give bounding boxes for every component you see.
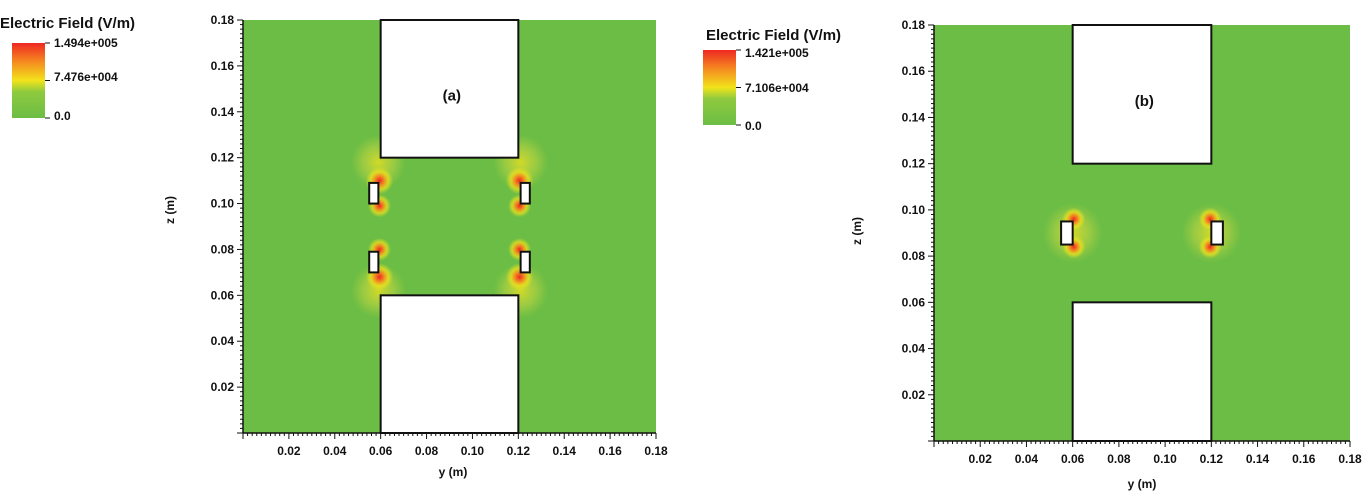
y-tick-label: 0.12 — [211, 151, 235, 165]
electrode-block — [1071, 24, 1213, 165]
x-tick-label: 0.18 — [1338, 452, 1362, 466]
colorbar-min-label-a: 0.0 — [54, 109, 71, 123]
x-tick-label: 0.08 — [415, 444, 439, 458]
x-tick-label: 0.06 — [1061, 452, 1085, 466]
y-tick-label: 0.06 — [902, 295, 926, 309]
y-tick-label: 0.18 — [902, 18, 926, 32]
y-tick-label: 0.16 — [902, 64, 926, 78]
x-axis-label-a: y (m) — [439, 465, 468, 479]
x-axis-label-b: y (m) — [1128, 477, 1157, 491]
y-tick-label: 0.08 — [211, 242, 235, 256]
y-tick-label: 0.04 — [902, 342, 926, 356]
heatmap-panel-a: Electric Field (V/m) 1.494e+005 7.476e+0… — [0, 13, 668, 479]
x-tick-label: 0.14 — [1246, 452, 1270, 466]
panel-label-a: (a) — [443, 87, 461, 104]
x-tick-label: 0.10 — [461, 444, 485, 458]
plot-area-a — [243, 19, 656, 435]
x-tick-label: 0.18 — [644, 444, 668, 458]
x-tick-label: 0.04 — [323, 444, 347, 458]
panel-label-b: (b) — [1135, 93, 1154, 110]
plot-area-b — [934, 24, 1350, 443]
x-tick-label: 0.12 — [1200, 452, 1224, 466]
colorbar-min-label-b: 0.0 — [745, 119, 762, 133]
small-conductor — [519, 181, 531, 205]
colorbar-max-label-a: 1.494e+005 — [54, 36, 118, 50]
x-tick-label: 0.12 — [507, 444, 531, 458]
colorbar-gradient — [12, 43, 45, 118]
y-tick-label: 0.02 — [902, 388, 926, 402]
small-conductor — [1210, 220, 1224, 246]
x-tick-label: 0.06 — [369, 444, 393, 458]
x-tick-label: 0.08 — [1107, 452, 1131, 466]
colorbar-a — [12, 42, 50, 119]
y-tick-label: 0.08 — [902, 249, 926, 263]
heatmap-panel-b: Electric Field (V/m) 1.421e+005 7.106e+0… — [703, 18, 1362, 491]
x-tick-label: 0.02 — [969, 452, 993, 466]
electrode-block — [379, 19, 520, 159]
y-tick-label: 0.12 — [902, 157, 926, 171]
x-tick-label: 0.02 — [277, 444, 301, 458]
y-tick-label: 0.14 — [211, 105, 235, 119]
small-conductor — [1060, 220, 1074, 246]
colorbar-gradient — [703, 50, 736, 125]
y-tick-label: 0.18 — [211, 13, 235, 27]
colorbar-mid-label-b: 7.106e+004 — [745, 81, 809, 95]
electrode-block — [1071, 301, 1213, 443]
y-tick-label: 0.04 — [211, 334, 235, 348]
colorbar-mid-label-a: 7.476e+004 — [54, 70, 118, 84]
y-tick-label: 0.10 — [211, 197, 235, 211]
electrode-block — [379, 294, 520, 435]
colorbar-b — [703, 49, 741, 126]
x-tick-label: 0.14 — [553, 444, 577, 458]
x-tick-label: 0.10 — [1153, 452, 1177, 466]
colorbar-title-a: Electric Field (V/m) — [0, 15, 135, 32]
axis-ticks-b: 0.02 0.04 0.06 0.08 0.10 0.12 0.14 0.16 0.18 0.02… — [902, 18, 1362, 466]
y-axis-label-b: z (m) — [850, 217, 864, 245]
x-tick-label: 0.04 — [1015, 452, 1039, 466]
y-tick-label: 0.02 — [211, 380, 235, 394]
small-conductor — [368, 250, 380, 274]
y-tick-label: 0.14 — [902, 110, 926, 124]
y-tick-label: 0.10 — [902, 203, 926, 217]
y-tick-label: 0.16 — [211, 59, 235, 73]
axis-ticks-a: 0.02 0.04 0.06 0.08 0.10 0.12 0.14 0.16 0.18 0.02… — [211, 13, 668, 458]
colorbar-title-b: Electric Field (V/m) — [706, 27, 841, 44]
y-tick-label: 0.06 — [211, 288, 235, 302]
y-axis-label-a: z (m) — [163, 196, 177, 224]
small-conductor — [519, 250, 531, 274]
colorbar-max-label-b: 1.421e+005 — [745, 46, 809, 60]
small-conductor — [368, 181, 380, 205]
x-tick-label: 0.16 — [598, 444, 622, 458]
x-tick-label: 0.16 — [1292, 452, 1316, 466]
